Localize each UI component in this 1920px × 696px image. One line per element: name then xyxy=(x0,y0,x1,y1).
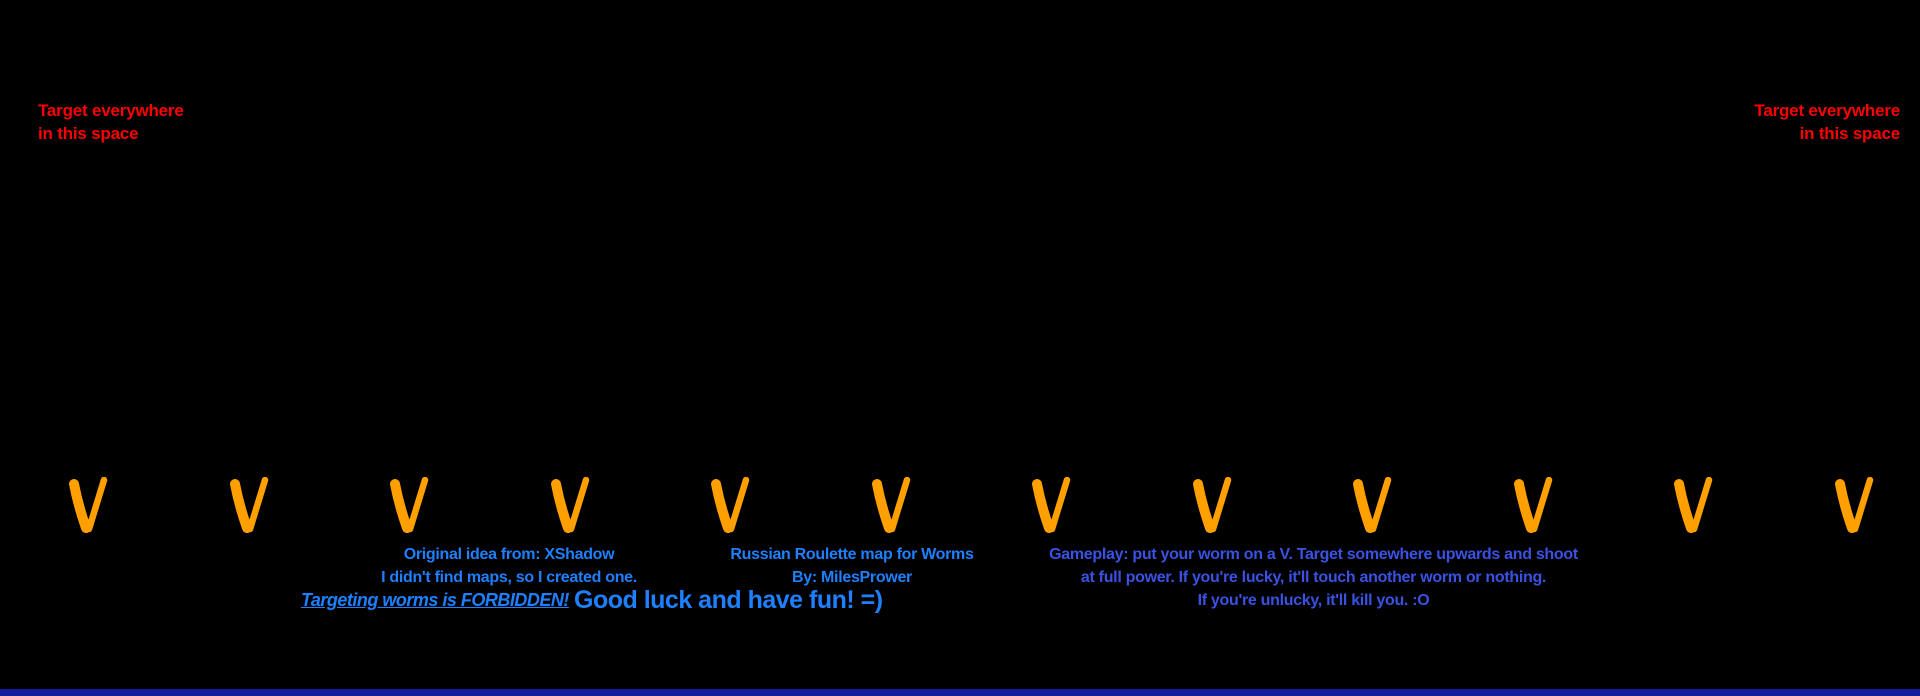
v-platform-icon xyxy=(1674,477,1713,533)
map-author: By: MilesPrower xyxy=(792,569,912,586)
target-note-left-line2: in this space xyxy=(38,124,139,143)
title-block: Russian Roulette map for Worms By: Miles… xyxy=(702,543,1002,589)
v-platform-icon xyxy=(871,477,910,533)
water-strip xyxy=(0,689,1920,696)
gameplay-line1: Gameplay: put your worm on a V. Target s… xyxy=(1049,546,1578,563)
v-platform-icon xyxy=(550,477,589,533)
v-platform-icon xyxy=(711,477,750,533)
target-note-left-line1: Target everywhere xyxy=(38,101,184,120)
v-platform-icon xyxy=(1513,477,1553,533)
v-platform-icon xyxy=(1353,477,1392,533)
forbidden-warning: Targeting worms is FORBIDDEN! xyxy=(301,590,569,610)
target-note-right: Target everywhere in this space xyxy=(1754,99,1900,145)
good-luck-message: Good luck and have fun! =) xyxy=(574,586,883,614)
v-row xyxy=(64,477,1876,535)
target-note-right-line2: in this space xyxy=(1799,124,1901,143)
gameplay-line2: at full power. If you're lucky, it'll to… xyxy=(1080,569,1547,586)
credits-line2: I didn't find maps, so I created one. xyxy=(381,569,637,586)
v-platform-icon xyxy=(1192,477,1231,533)
target-note-left: Target everywhere in this space xyxy=(38,99,184,145)
credits-line1: Original idea from: XShadow xyxy=(403,546,615,563)
v-platform-icon xyxy=(1834,477,1874,533)
credits-block: Original idea from: XShadow I didn't fin… xyxy=(289,543,729,589)
v-platform-icon xyxy=(1032,477,1071,533)
target-note-right-line1: Target everywhere xyxy=(1754,101,1900,120)
map-title: Russian Roulette map for Worms xyxy=(730,546,974,563)
v-platform-icon xyxy=(69,477,108,533)
gameplay-block: Gameplay: put your worm on a V. Target s… xyxy=(1033,543,1594,612)
v-platform-icon xyxy=(390,477,429,533)
v-platform-icon xyxy=(229,477,268,533)
gameplay-line3: If you're unlucky, it'll kill you. :O xyxy=(1197,592,1430,609)
